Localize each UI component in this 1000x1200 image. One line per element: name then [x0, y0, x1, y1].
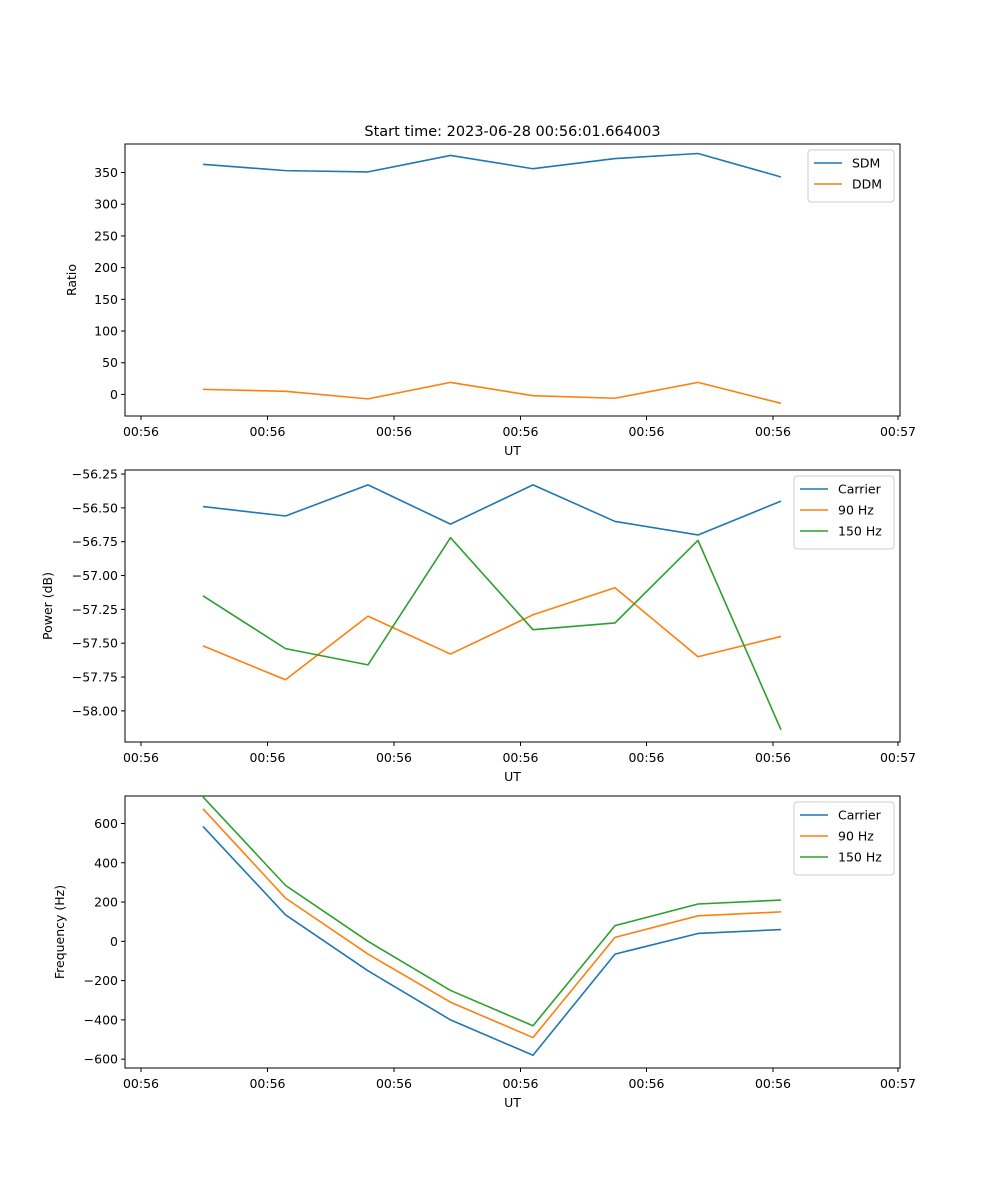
- x-tick-label: 00:56: [502, 1076, 538, 1091]
- axes-frame: [124, 143, 901, 417]
- y-tick-label: −58.00: [72, 703, 118, 718]
- x-tick-label: 00:56: [123, 424, 159, 439]
- chart-1: 0 50 100 150 200 250 300 350 00:56 00:56 00:56 00:5…: [64, 143, 916, 458]
- x-tick-label: 00:56: [376, 1076, 412, 1091]
- y-axis-label: Power (dB): [40, 572, 55, 640]
- series-line-sdm: [202, 152, 782, 178]
- y-tick-label: −400: [84, 1012, 118, 1027]
- y-axis-label: Frequency (Hz): [52, 885, 67, 979]
- legend: Carrier 90 Hz 150 Hz: [793, 801, 895, 876]
- y-axis-label: Ratio: [64, 264, 79, 296]
- y-tick-label: −57.50: [72, 636, 118, 651]
- x-tick-label: 00:56: [249, 424, 285, 439]
- x-tick-label: 00:57: [880, 424, 916, 439]
- y-tick-label: 350: [94, 165, 118, 180]
- y-tick-label: −56.50: [72, 500, 118, 515]
- x-tick-label: 00:56: [755, 1076, 791, 1091]
- x-tick-label: 00:56: [755, 750, 791, 765]
- x-axis-label: UT: [504, 443, 521, 458]
- x-tick-label: 00:56: [628, 750, 664, 765]
- axes-frame: [124, 469, 901, 743]
- legend-entry: 90 Hz: [838, 503, 874, 518]
- y-tick-label: 0: [110, 387, 118, 402]
- y-tick-label: −57.25: [72, 602, 118, 617]
- y-tick-label: −56.75: [72, 534, 118, 549]
- y-tick-label: −600: [84, 1052, 118, 1067]
- series-line-carrier: [202, 484, 782, 536]
- x-axis-label: UT: [504, 1095, 521, 1110]
- x-tick-label: 00:56: [376, 750, 412, 765]
- legend-entry: 150 Hz: [838, 850, 882, 865]
- legend-entry: 150 Hz: [838, 524, 882, 539]
- figure-title: Start time: 2023-06-28 00:56:01.664003: [364, 124, 660, 140]
- axes-frame: [124, 795, 901, 1069]
- y-tick-label: −57.75: [72, 670, 118, 685]
- x-tick-label: 00:57: [880, 1076, 916, 1091]
- y-tick-label: 200: [94, 895, 118, 910]
- y-tick-label: 0: [110, 934, 118, 949]
- series-line-carrier: [202, 825, 782, 1057]
- x-axis-label: UT: [504, 769, 521, 784]
- x-tick-label: 00:56: [502, 750, 538, 765]
- y-tick-label: 100: [94, 324, 118, 339]
- legend: SDM DDM: [807, 149, 895, 203]
- legend-entry: Carrier: [838, 482, 882, 497]
- x-tick-label: 00:57: [880, 750, 916, 765]
- x-tick-label: 00:56: [123, 750, 159, 765]
- y-tick-label: 150: [94, 292, 118, 307]
- legend-entry: Carrier: [838, 808, 882, 823]
- y-tick-label: −56.25: [72, 467, 118, 482]
- legend: Carrier 90 Hz 150 Hz: [793, 475, 895, 550]
- y-tick-label: 400: [94, 855, 118, 870]
- x-tick-label: 00:56: [628, 1076, 664, 1091]
- x-tick-label: 00:56: [755, 424, 791, 439]
- x-tick-label: 00:56: [502, 424, 538, 439]
- legend-entry: DDM: [852, 177, 882, 192]
- y-tick-label: 300: [94, 197, 118, 212]
- y-tick-label: 250: [94, 228, 118, 243]
- x-tick-label: 00:56: [249, 1076, 285, 1091]
- chart-3: −600 −400 −200 0 200 400 600 00:56 00:56 00:56 00:…: [52, 795, 916, 1110]
- legend-entry: 90 Hz: [838, 829, 874, 844]
- y-tick-label: 200: [94, 260, 118, 275]
- series-line-ddm: [202, 381, 782, 405]
- chart-2: −58.00 −57.75 −57.50 −57.25 −57.00 −56.75 −56.…: [40, 467, 916, 784]
- y-tick-label: −200: [84, 973, 118, 988]
- y-tick-label: 50: [102, 355, 118, 370]
- x-tick-label: 00:56: [249, 750, 285, 765]
- series-line-90-hz: [202, 808, 782, 1039]
- x-tick-label: 00:56: [628, 424, 664, 439]
- x-tick-label: 00:56: [376, 424, 412, 439]
- x-tick-label: 00:56: [123, 1076, 159, 1091]
- series-line-90-hz: [202, 586, 782, 681]
- y-tick-label: −57.00: [72, 568, 118, 583]
- legend-entry: SDM: [852, 156, 880, 171]
- series-line-150-hz: [202, 796, 782, 1027]
- y-tick-label: 600: [94, 816, 118, 831]
- series-line-150-hz: [202, 536, 782, 731]
